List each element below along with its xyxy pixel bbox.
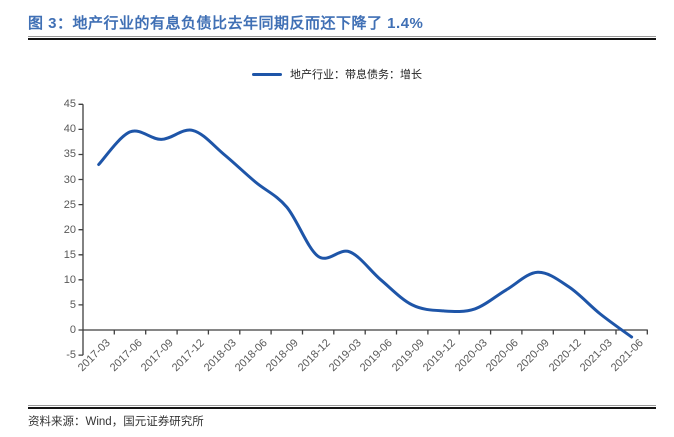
y-axis-label: 20: [63, 223, 76, 236]
y-axis-label: 5: [69, 298, 76, 311]
source-note: 资料来源：Wind，国元证券研究所: [28, 416, 204, 428]
y-axis-label: 30: [63, 173, 76, 186]
y-axis-label: 10: [63, 273, 76, 286]
y-axis-label: 40: [63, 123, 76, 136]
y-axis-label: -5: [66, 349, 76, 362]
header-divider: [28, 36, 656, 40]
y-axis-label: 0: [69, 324, 76, 336]
axes: [78, 103, 648, 356]
figure-title: 图 3：地产行业的有息负债比去年同期反而还下降了 1.4%: [28, 15, 424, 32]
y-axis-label: 35: [63, 148, 76, 161]
footer-divider: [28, 405, 656, 409]
y-axis-label: 25: [63, 198, 76, 211]
y-axis-label: 15: [63, 248, 76, 261]
y-axis-label: 45: [63, 98, 76, 111]
legend-series-label: 地产行业：带息债务：增长: [290, 69, 422, 81]
chart-legend: 地产行业：带息债务：增长: [0, 66, 674, 82]
series-line: [97, 128, 634, 339]
legend-line-swatch: [252, 72, 282, 76]
